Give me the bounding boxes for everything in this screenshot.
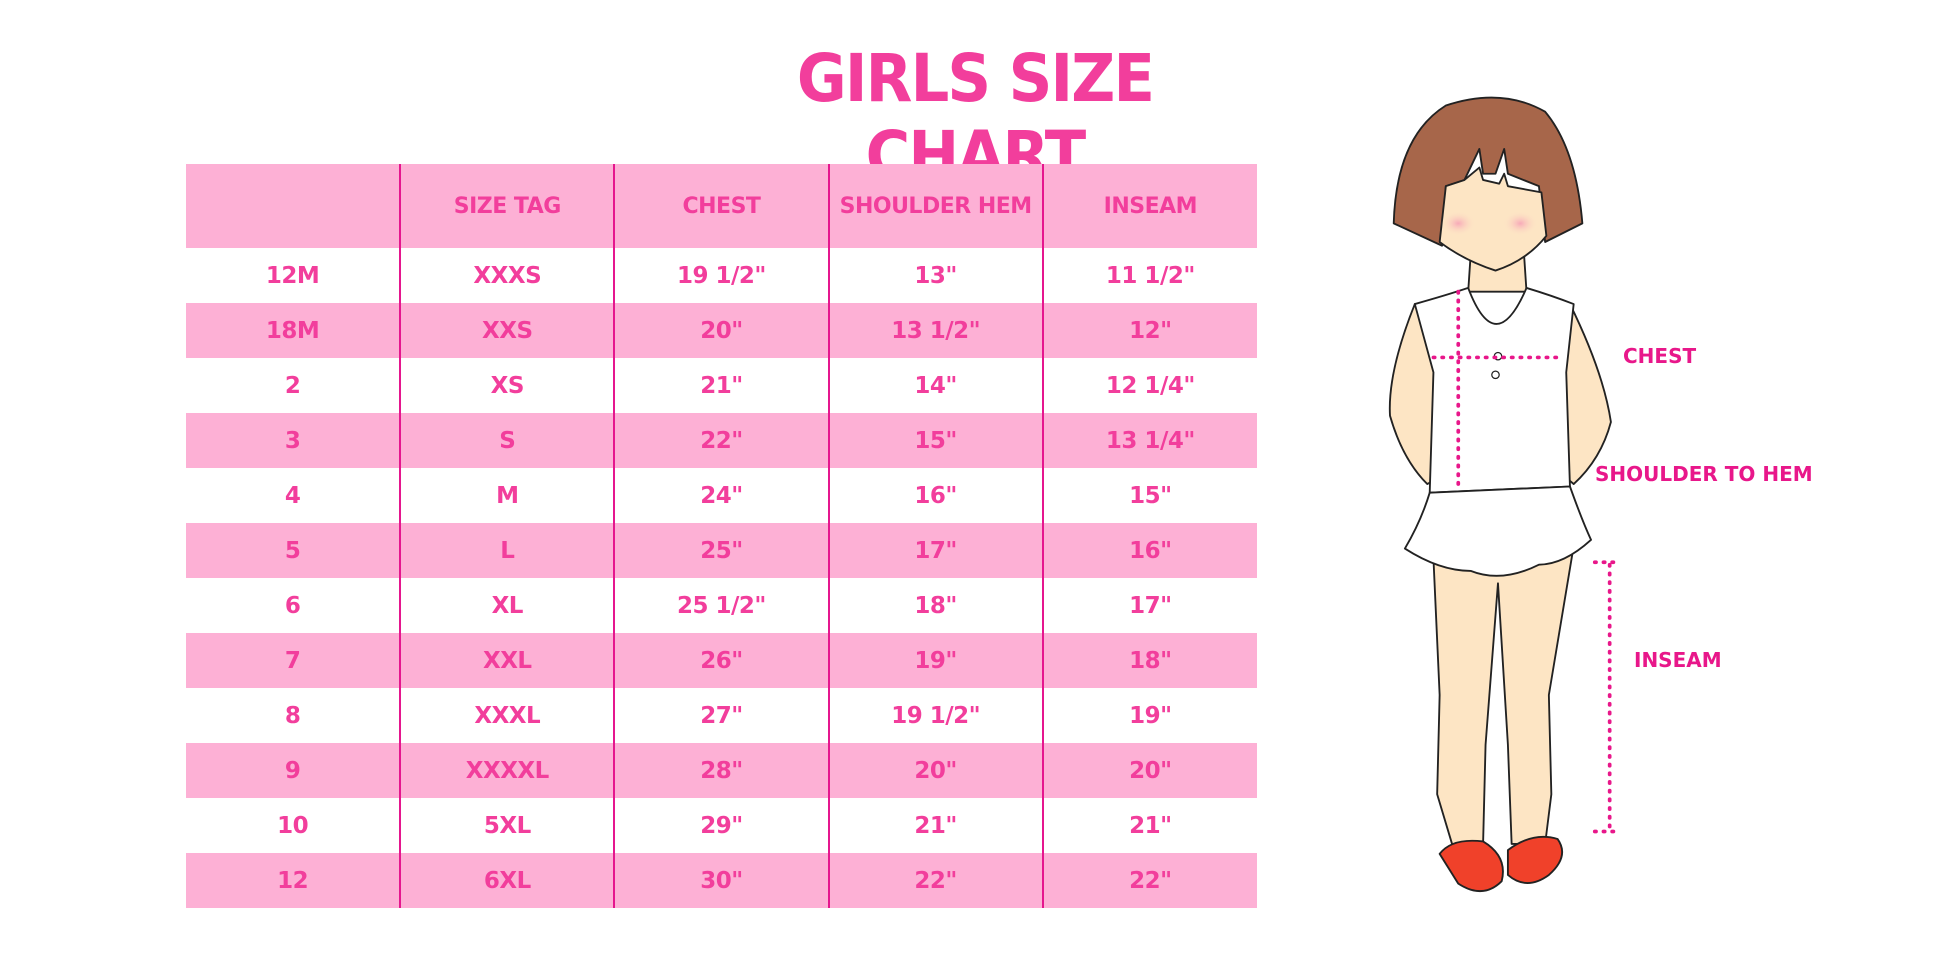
table-cell: 13" [827,248,1043,303]
table-cell: 15" [827,413,1043,468]
table-cell: 13 1/4" [1041,413,1257,468]
table-cell: 19 1/2" [827,688,1043,743]
table-cell: 22" [1041,853,1257,908]
table-row: 10 5XL 29" 21" 21" [186,798,1257,853]
chest-label: CHEST [1623,344,1697,368]
inseam-label: INSEAM [1634,648,1722,672]
table-cell: 7 [186,633,401,688]
table-cell: 27" [613,688,829,743]
table-cell: 18M [186,303,401,358]
table-cell: S [399,413,615,468]
table-cell: 11 1/2" [1041,248,1257,303]
table-row: 8 XXXL 27" 19 1/2" 19" [186,688,1257,743]
table-cell: 12 [186,853,401,908]
table-cell: 25" [613,523,829,578]
table-cell: 14" [827,358,1043,413]
column-header [186,164,401,248]
table-cell: XXS [399,303,615,358]
table-row: 18M XXS 20" 13 1/2" 12" [186,303,1257,358]
table-row: 9 XXXXL 28" 20" 20" [186,743,1257,798]
shirt [1413,286,1575,494]
table-cell: 29" [613,798,829,853]
column-header: SIZE TAG [399,164,615,248]
table-cell: XXXXL [399,743,615,798]
table-cell: 18" [827,578,1043,633]
bloomers [1403,485,1592,577]
table-cell: XXXS [399,248,615,303]
table-cell: 4 [186,468,401,523]
table-cell: 5XL [399,798,615,853]
table-cell: XXXL [399,688,615,743]
table-cell: 9 [186,743,401,798]
table-cell: 19 1/2" [613,248,829,303]
table-cell: 16" [1041,523,1257,578]
hair [1392,96,1584,247]
table-row: 12M XXXS 19 1/2" 13" 11 1/2" [186,248,1257,303]
table-cell: 22" [613,413,829,468]
table-cell: XL [399,578,615,633]
table-row: 7 XXL 26" 19" 18" [186,633,1257,688]
table-cell: 10 [186,798,401,853]
table-cell: 19" [827,633,1043,688]
table-cell: 26" [613,633,829,688]
table-cell: 17" [827,523,1043,578]
table-cell: 22" [827,853,1043,908]
table-cell: 30" [613,853,829,908]
table-cell: 25 1/2" [613,578,829,633]
legs [1432,545,1575,845]
table-cell: 18" [1041,633,1257,688]
table-cell: 20" [1041,743,1257,798]
table-cell: 17" [1041,578,1257,633]
table-cell: 8 [186,688,401,743]
table-header-row: SIZE TAG CHEST SHOULDER HEM INSEAM [186,164,1257,248]
column-header: SHOULDER HEM [827,164,1043,248]
table-row: 6 XL 25 1/2" 18" 17" [186,578,1257,633]
table-cell: 15" [1041,468,1257,523]
table-cell: 28" [613,743,829,798]
table-row: 5 L 25" 17" 16" [186,523,1257,578]
shoulder-to-hem-label: SHOULDER TO HEM [1595,462,1813,486]
table-cell: M [399,468,615,523]
left-shoe-icon [1438,839,1504,893]
right-shoe-icon [1506,835,1564,884]
table-cell: 24" [613,468,829,523]
measure-lines [1431,289,1619,834]
table-cell: 6 [186,578,401,633]
table-row: 12 6XL 30" 22" 22" [186,853,1257,908]
column-header: INSEAM [1041,164,1257,248]
table-cell: XS [399,358,615,413]
table-cell: 19" [1041,688,1257,743]
face [1438,166,1548,272]
column-header: CHEST [613,164,829,248]
table-cell: 16" [827,468,1043,523]
table-cell: 3 [186,413,401,468]
table-cell: 12 1/4" [1041,358,1257,413]
table-cell: 21" [613,358,829,413]
table-cell: 20" [827,743,1043,798]
table-cell: 20" [613,303,829,358]
table-row: 4 M 24" 16" 15" [186,468,1257,523]
table-cell: 21" [1041,798,1257,853]
table-cell: 12" [1041,303,1257,358]
table-row: 3 S 22" 15" 13 1/4" [186,413,1257,468]
table-cell: XXL [399,633,615,688]
table-cell: 2 [186,358,401,413]
table-cell: 12M [186,248,401,303]
table-cell: 13 1/2" [827,303,1043,358]
table-row: 2 XS 21" 14" 12 1/4" [186,358,1257,413]
page-title: GIRLS SIZE CHART [796,40,1155,194]
table-cell: L [399,523,615,578]
size-chart-table: SIZE TAG CHEST SHOULDER HEM INSEAM 12M XXXS 1… [186,164,1257,908]
table-cell: 5 [186,523,401,578]
table-cell: 21" [827,798,1043,853]
table-cell: 6XL [399,853,615,908]
